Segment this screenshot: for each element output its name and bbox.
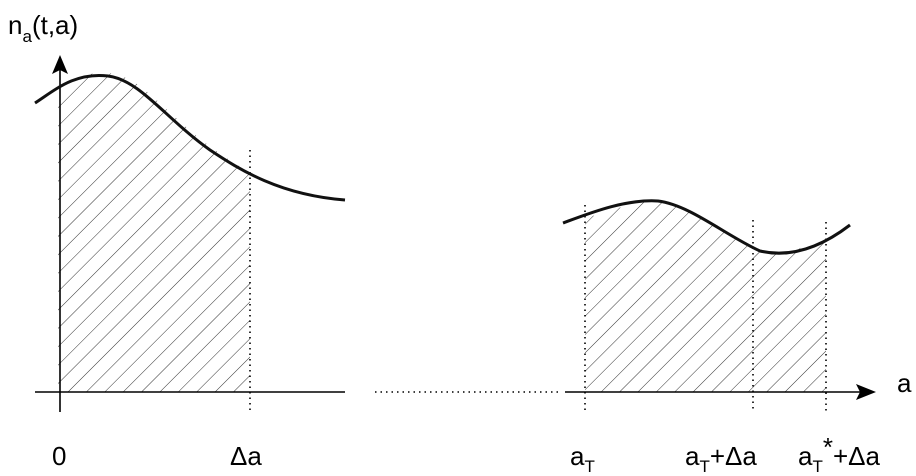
tick-label-a-t-plus-delta: aT+Δa: [685, 441, 757, 476]
density-curve-left: [34, 73, 346, 202]
tick-label-delta-a: Δa: [230, 441, 262, 471]
tick-label-a-t-star-plus-delta: aT*+Δa: [798, 432, 881, 476]
x-axis-label: a: [897, 368, 912, 398]
hatched-region-right: [585, 200, 826, 392]
tick-label-a-t: aT: [570, 441, 595, 476]
y-axis-arrowhead: [52, 55, 68, 74]
density-curve-right: [562, 199, 851, 255]
hatched-region-left: [58, 72, 250, 393]
tick-label-origin: 0: [52, 441, 66, 471]
x-axis-arrowhead: [856, 384, 876, 400]
y-axis-label: na(t,a): [8, 10, 78, 46]
